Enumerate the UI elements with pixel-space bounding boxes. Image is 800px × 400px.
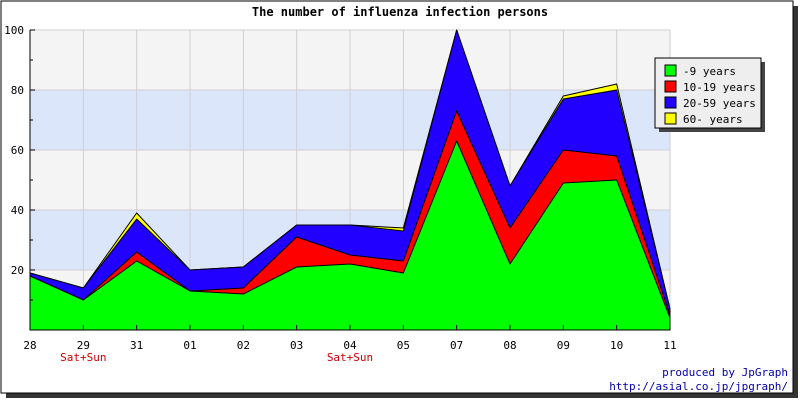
legend-label: 10-19 years bbox=[683, 81, 756, 94]
y-tick-labels: 20 40 60 80 100 bbox=[4, 24, 24, 277]
legend-swatch bbox=[664, 80, 677, 93]
y-tick-label: 100 bbox=[4, 24, 24, 37]
legend-swatch bbox=[664, 96, 677, 109]
x-tick-label: 03 bbox=[290, 339, 303, 352]
x-tick-label: 29 bbox=[77, 339, 90, 352]
y-tick-label: 60 bbox=[11, 144, 24, 157]
x-tick-label: 28 bbox=[23, 339, 36, 352]
axes bbox=[29, 29, 671, 331]
x-tick-label: 04 bbox=[343, 339, 357, 352]
y-tick-label: 80 bbox=[11, 84, 24, 97]
y-tick-label: 20 bbox=[11, 264, 24, 277]
x-tick-label: 11 bbox=[663, 339, 676, 352]
footer-url[interactable]: http://asial.co.jp/jpgraph/ bbox=[609, 380, 788, 393]
legend: -9 years 10-19 years 20-59 years 60- years bbox=[654, 57, 765, 132]
chart-title: The number of influenza infection person… bbox=[252, 5, 548, 19]
y-tick-label: 40 bbox=[11, 204, 24, 217]
x-tick-label: 01 bbox=[183, 339, 196, 352]
area-series bbox=[29, 29, 671, 331]
legend-label: -9 years bbox=[683, 65, 736, 78]
x-tick-label: 10 bbox=[610, 339, 623, 352]
legend-label: 60- years bbox=[683, 113, 743, 126]
x-tick-note: Sat+Sun bbox=[327, 351, 373, 364]
x-tick-note: Sat+Sun bbox=[60, 351, 106, 364]
footer-credit: produced by JpGraph bbox=[662, 366, 788, 379]
legend-swatch bbox=[664, 64, 677, 77]
area-9-years bbox=[29, 140, 671, 331]
x-tick-label: 08 bbox=[503, 339, 516, 352]
x-tick-label: 02 bbox=[237, 339, 250, 352]
x-tick-label: 09 bbox=[557, 339, 570, 352]
x-tick-label: 31 bbox=[130, 339, 143, 352]
x-tick-label: 07 bbox=[450, 339, 463, 352]
legend-swatch bbox=[664, 112, 677, 125]
legend-label: 20-59 years bbox=[683, 97, 756, 110]
x-tick-label: 05 bbox=[397, 339, 410, 352]
